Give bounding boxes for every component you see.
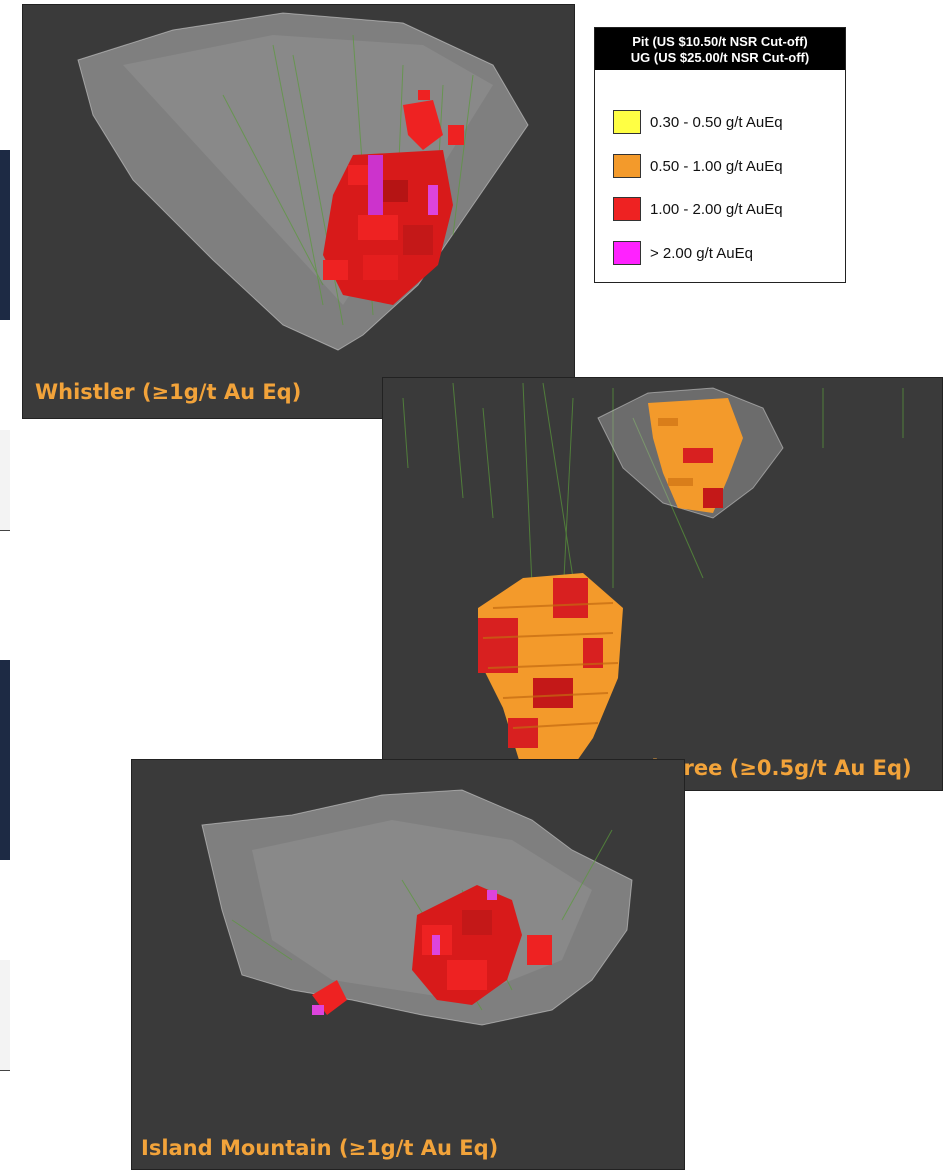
- legend-header: Pit (US $10.50/t NSR Cut-off) UG (US $25…: [595, 28, 845, 70]
- edge-panel-dark-2: [0, 660, 10, 860]
- island-mountain-caption: Island Mountain (≥1g/t Au Eq): [141, 1136, 499, 1160]
- whistler-caption: Whistler (≥1g/t Au Eq): [35, 380, 302, 404]
- raintree-caption: Raintree (≥0.5g/t Au Eq): [621, 756, 912, 780]
- island-mountain-model: [201, 789, 633, 1026]
- legend-item: 0.30 - 0.50 g/t AuEq: [613, 109, 783, 135]
- edge-panel-dark-1: [0, 150, 10, 320]
- edge-panel-light-2: [0, 960, 10, 1071]
- whistler-panel: Whistler (≥1g/t Au Eq): [22, 4, 575, 419]
- legend-swatch: [613, 110, 641, 134]
- island-mountain-panel: Island Mountain (≥1g/t Au Eq): [131, 759, 685, 1170]
- legend-label: > 2.00 g/t AuEq: [650, 244, 754, 262]
- island-mountain-orebody: [312, 885, 552, 1015]
- grade-legend: Pit (US $10.50/t NSR Cut-off) UG (US $25…: [594, 27, 846, 283]
- raintree-model: [402, 382, 904, 788]
- legend-label: 1.00 - 2.00 g/t AuEq: [650, 200, 783, 218]
- whistler-model: [77, 12, 529, 351]
- legend-label: 0.50 - 1.00 g/t AuEq: [650, 157, 783, 175]
- raintree-panel: Raintree (≥0.5g/t Au Eq): [382, 377, 943, 791]
- raintree-lower-orebody: [478, 573, 623, 788]
- legend-item: 1.00 - 2.00 g/t AuEq: [613, 196, 783, 222]
- whistler-orebody: [323, 90, 464, 305]
- legend-header-pit: Pit (US $10.50/t NSR Cut-off): [632, 34, 808, 49]
- legend-label: 0.30 - 0.50 g/t AuEq: [650, 113, 783, 131]
- legend-header-ug: UG (US $25.00/t NSR Cut-off): [630, 50, 810, 65]
- raintree-upper-orebody: [648, 398, 743, 513]
- legend-item: 0.50 - 1.00 g/t AuEq: [613, 153, 783, 179]
- edge-panel-light-1: [0, 430, 10, 531]
- legend-swatch: [613, 154, 641, 178]
- legend-swatch: [613, 241, 641, 265]
- legend-item: > 2.00 g/t AuEq: [613, 240, 753, 266]
- island-mountain-pit-shell: [201, 789, 633, 1026]
- raintree-drillholes: [402, 382, 904, 609]
- legend-swatch: [613, 197, 641, 221]
